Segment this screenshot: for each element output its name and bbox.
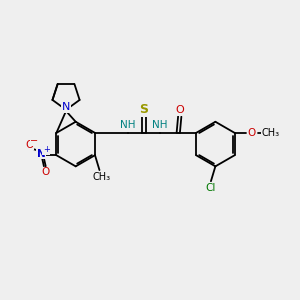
Text: O: O: [176, 105, 184, 115]
Text: O: O: [248, 128, 256, 138]
Text: O: O: [25, 140, 33, 150]
Text: −: −: [30, 136, 38, 146]
Text: CH₃: CH₃: [93, 172, 111, 182]
Text: Cl: Cl: [205, 183, 215, 193]
Text: CH₃: CH₃: [262, 128, 280, 138]
Text: S: S: [140, 103, 148, 116]
Text: +: +: [43, 146, 50, 154]
Text: NH: NH: [152, 121, 168, 130]
Text: N: N: [62, 102, 70, 112]
Text: N: N: [37, 149, 45, 159]
Text: O: O: [41, 167, 49, 177]
Text: NH: NH: [120, 121, 135, 130]
